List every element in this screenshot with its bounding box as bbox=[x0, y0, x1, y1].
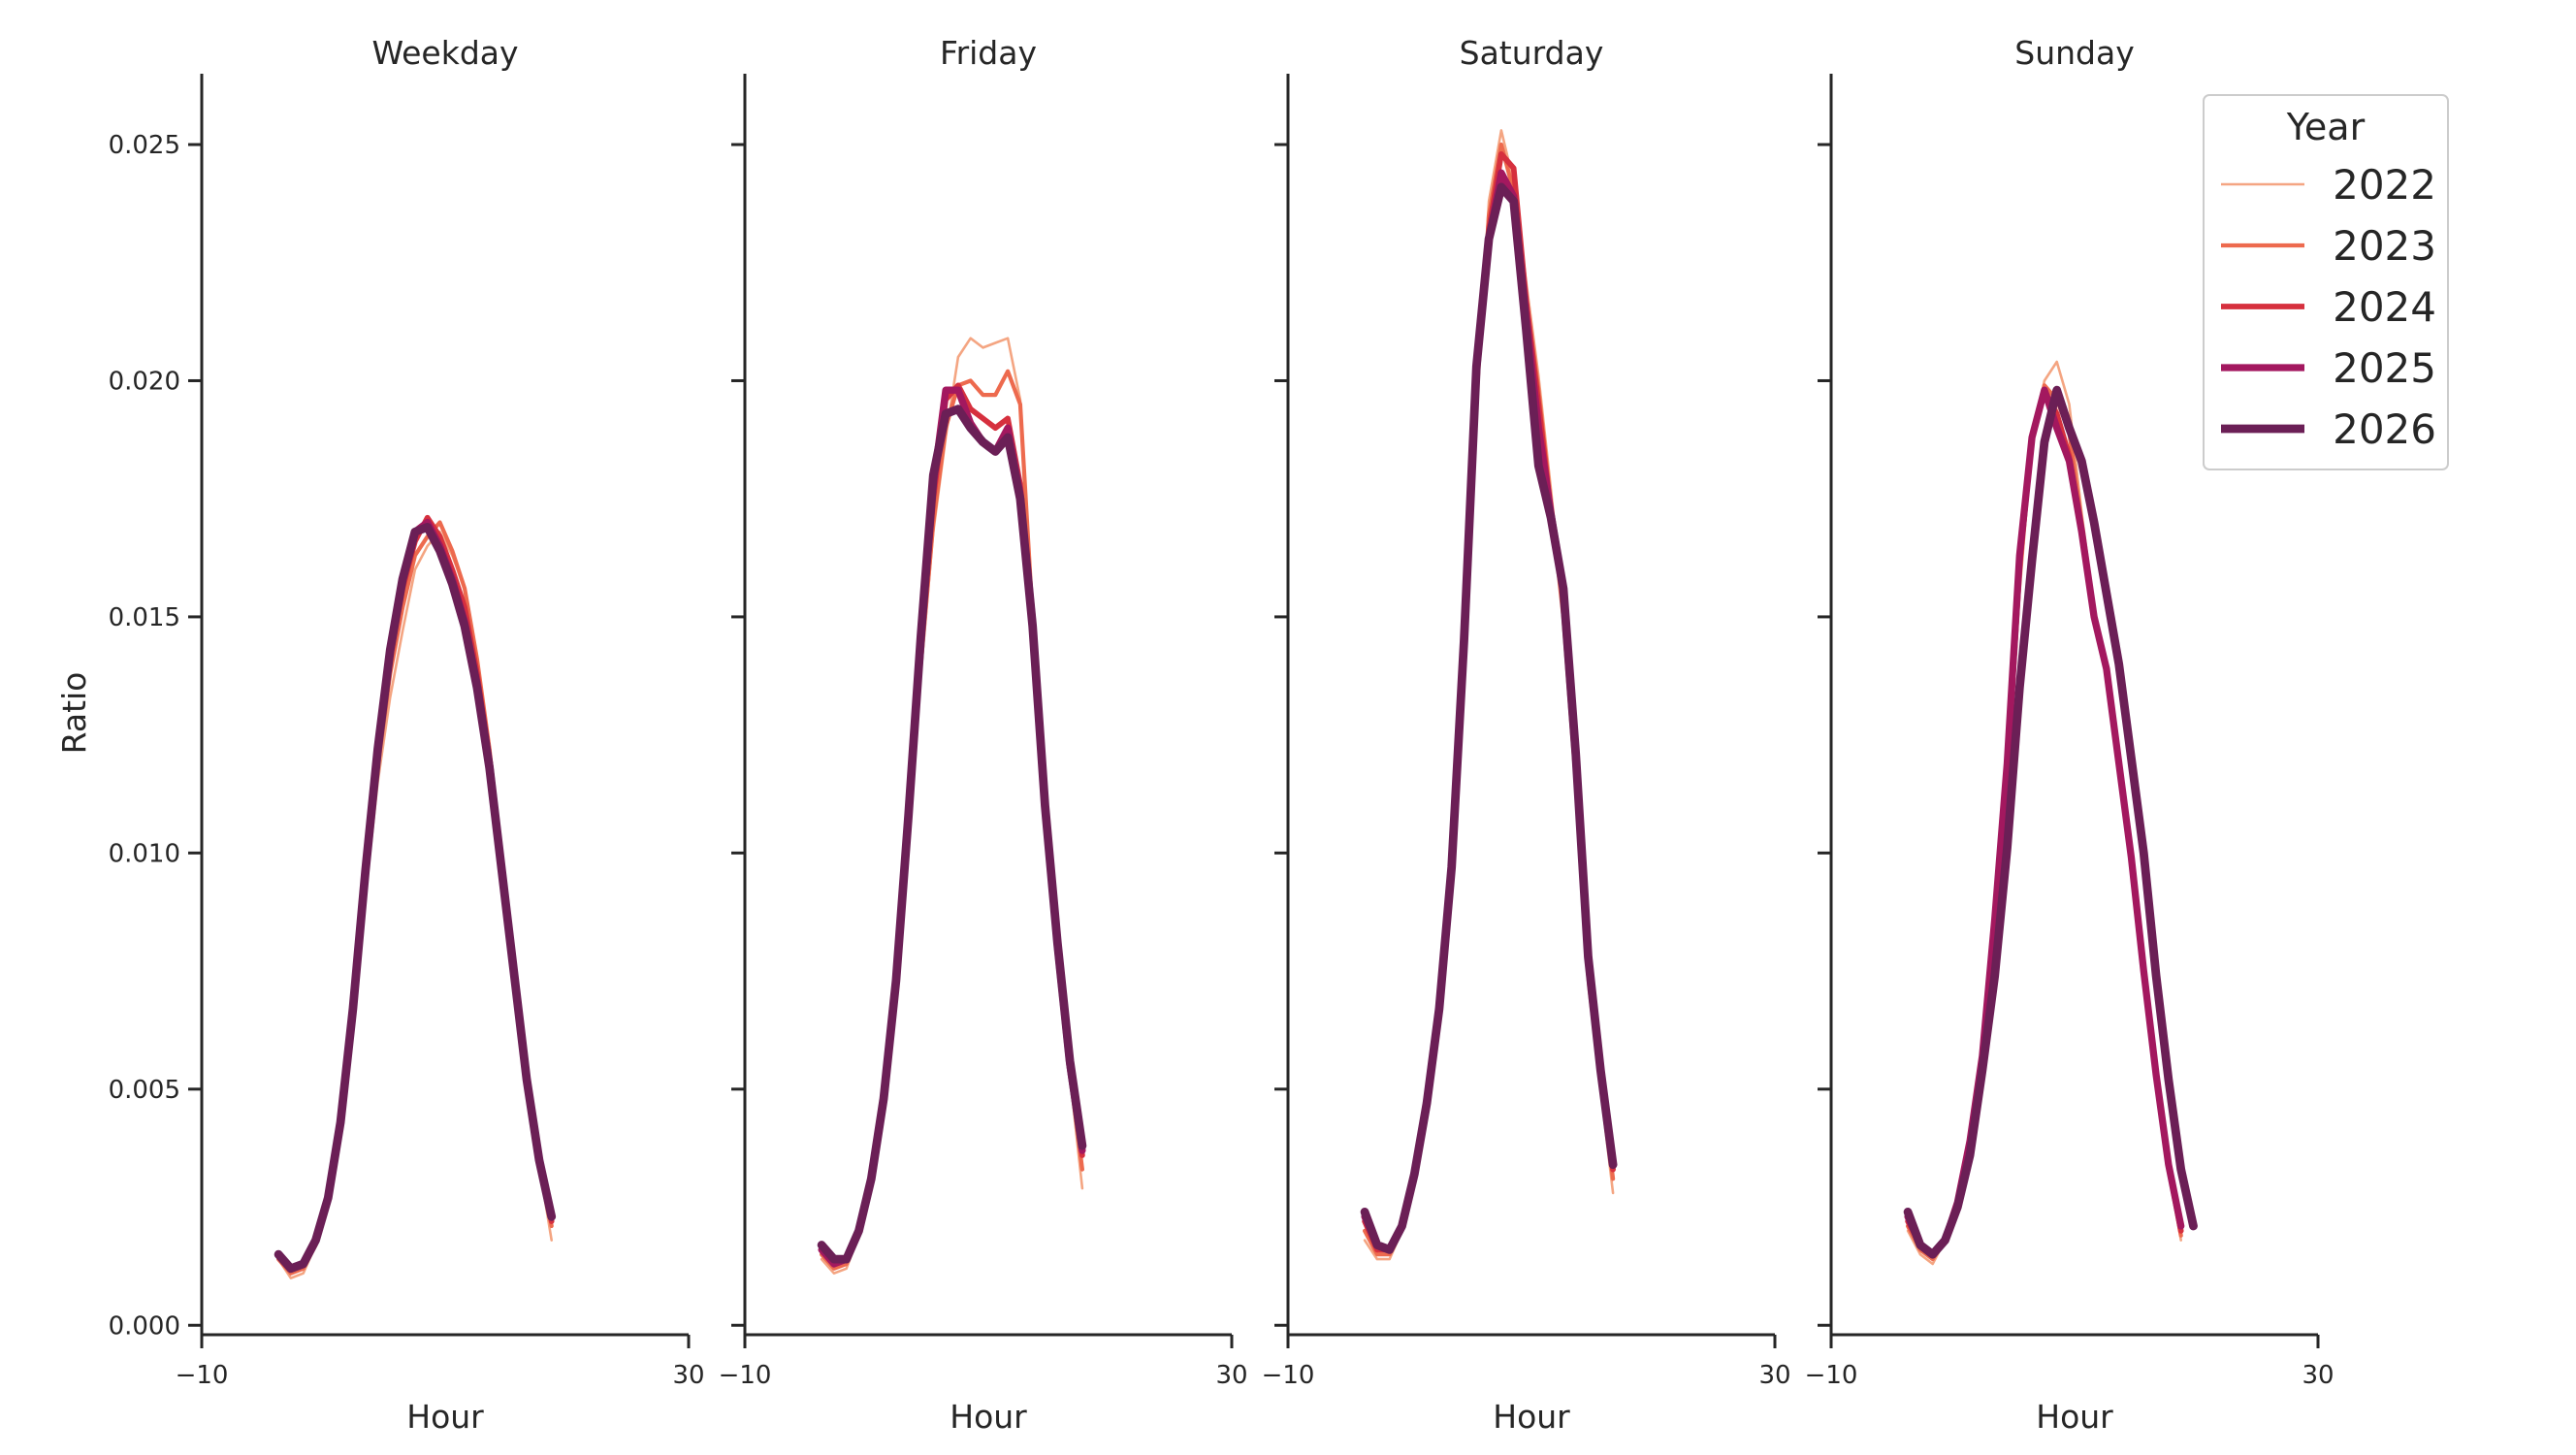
y-tick-label: 0.000 bbox=[109, 1311, 180, 1341]
legend-label-2024: 2024 bbox=[2333, 283, 2436, 331]
panels-layer: 0.000 0.005 0.010 0.015 0.020 0.025 −10 30 Weekd… bbox=[109, 34, 2334, 1436]
x-tick-label: 30 bbox=[672, 1361, 704, 1390]
series-line-2026 bbox=[817, 404, 1087, 1264]
y-tick-label: 0.020 bbox=[109, 367, 180, 396]
panel-title: Saturday bbox=[1460, 34, 1604, 72]
legend: Year 2022 2023 2024 2025 2026 bbox=[2203, 94, 2449, 470]
panel-sunday: −10 30 Sunday Hour bbox=[1805, 34, 2334, 1436]
series-line-2026 bbox=[1360, 182, 1618, 1254]
x-tick-label: −10 bbox=[719, 1361, 772, 1390]
x-axis-title: Hour bbox=[406, 1398, 484, 1436]
series-line-2025 bbox=[274, 518, 556, 1273]
x-tick-label: 30 bbox=[1215, 1361, 1247, 1390]
legend-label-2025: 2025 bbox=[2333, 344, 2436, 392]
panel-title: Weekday bbox=[371, 34, 518, 72]
x-tick-label: 30 bbox=[2302, 1361, 2334, 1390]
x-axis-title: Hour bbox=[950, 1398, 1027, 1436]
panel-title: Sunday bbox=[2014, 34, 2134, 72]
series-line-2024 bbox=[275, 514, 555, 1272]
panel-saturday: −10 30 Saturday Hour bbox=[1262, 34, 1791, 1436]
series-line-2023 bbox=[276, 520, 554, 1276]
x-tick-label: −10 bbox=[1262, 1361, 1315, 1390]
series-line-2022 bbox=[276, 530, 554, 1279]
legend-label-2023: 2023 bbox=[2333, 222, 2436, 270]
x-tick-label: 30 bbox=[1758, 1361, 1790, 1390]
legend-label-2022: 2022 bbox=[2333, 161, 2436, 209]
y-tick-label: 0.010 bbox=[109, 839, 180, 868]
x-tick-label: −10 bbox=[176, 1361, 229, 1390]
y-tick-label: 0.005 bbox=[109, 1076, 180, 1105]
panel-weekday: 0.000 0.005 0.010 0.015 0.020 0.025 −10 30 Weekd… bbox=[109, 34, 705, 1436]
panel-friday: −10 30 Friday Hour bbox=[719, 34, 1248, 1436]
y-tick-label: 0.015 bbox=[109, 603, 180, 632]
legend-label-2026: 2026 bbox=[2333, 405, 2436, 453]
x-axis-title: Hour bbox=[1493, 1398, 1570, 1436]
x-tick-label: −10 bbox=[1805, 1361, 1858, 1390]
y-axis-title: Ratio bbox=[55, 672, 93, 755]
series-line-2022 bbox=[1363, 129, 1615, 1261]
legend-frame bbox=[2203, 94, 2449, 470]
x-axis-title: Hour bbox=[2036, 1398, 2113, 1436]
y-tick-label: 0.025 bbox=[109, 131, 180, 160]
legend-title: Year bbox=[2286, 106, 2366, 148]
panel-title: Friday bbox=[940, 34, 1037, 72]
series-line-2026 bbox=[1903, 385, 2198, 1259]
series-line-2026 bbox=[274, 523, 557, 1274]
